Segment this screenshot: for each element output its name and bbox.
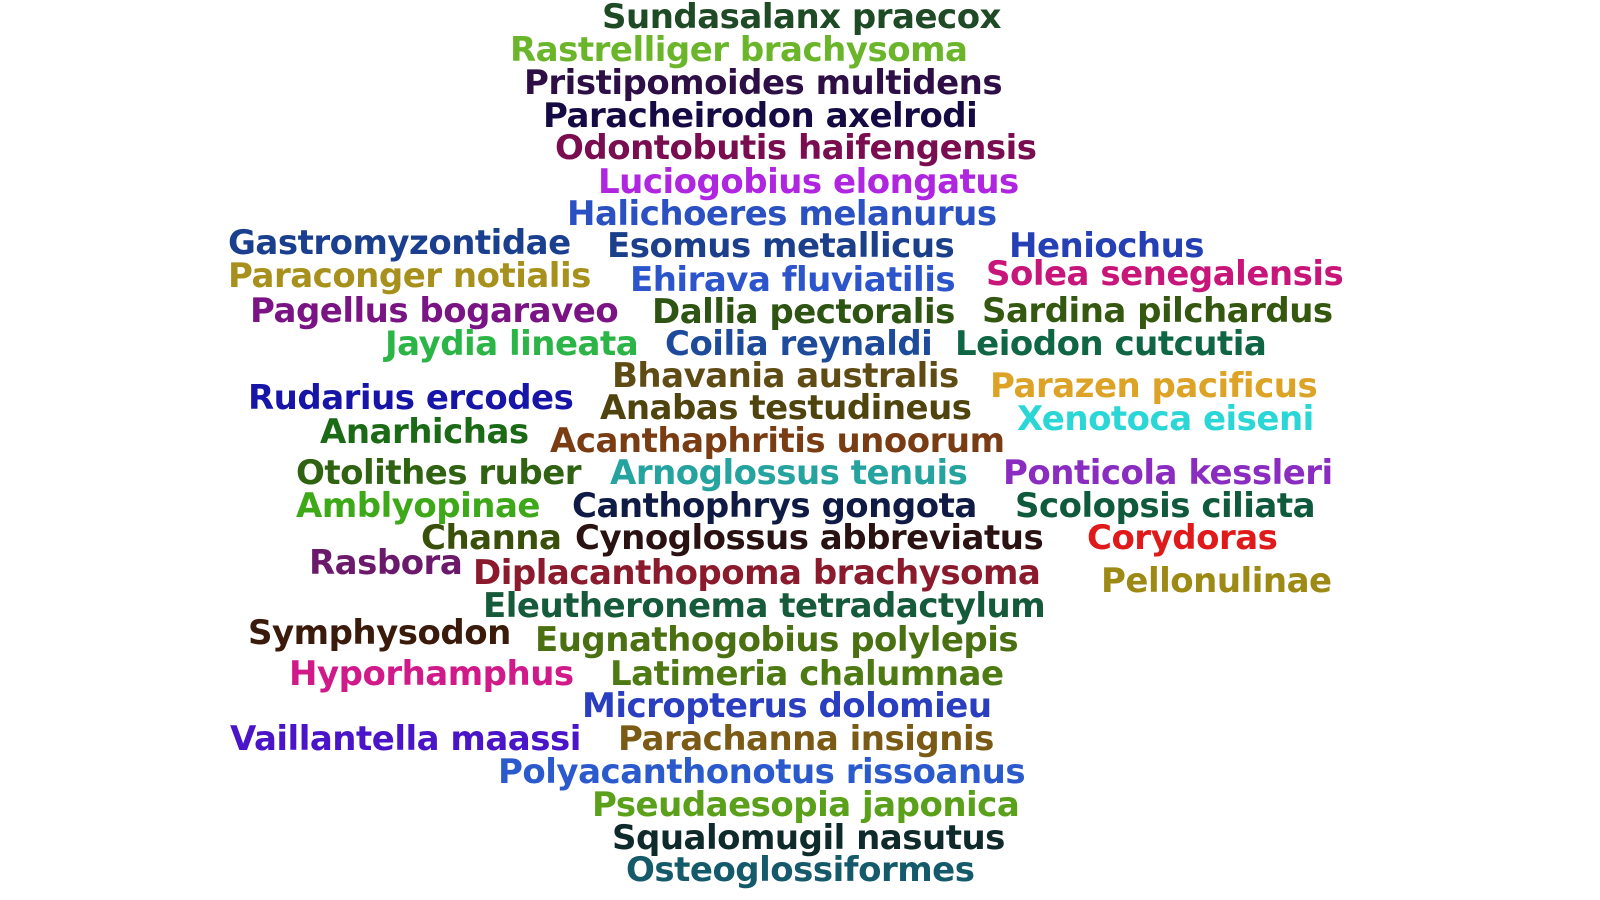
word-cloud-term: Sundasalanx praecox — [602, 0, 1001, 37]
word-cloud-term: Pagellus bogaraveo — [250, 291, 619, 331]
word-cloud-term: Rudarius ercodes — [248, 378, 574, 418]
word-cloud-term: Odontobutis haifengensis — [555, 128, 1037, 168]
word-cloud-term: Diplacanthopoma brachysoma — [473, 553, 1041, 593]
word-cloud-term: Luciogobius elongatus — [598, 162, 1019, 202]
word-cloud-term: Solea senegalensis — [986, 254, 1344, 294]
word-cloud-term: Dallia pectoralis — [652, 292, 955, 332]
word-cloud-term: Esomus metallicus — [607, 226, 955, 266]
word-cloud-term: Heniochus — [1009, 226, 1205, 266]
word-cloud-term: Paraconger notialis — [228, 256, 591, 296]
word-cloud-term: Acanthaphritis unoorum — [550, 421, 1005, 461]
word-cloud-term: Pellonulinae — [1101, 561, 1332, 601]
word-cloud-term: Anarhichas — [320, 412, 529, 452]
word-cloud-term: Osteoglossiformes — [626, 850, 975, 890]
word-cloud-term: Channa — [421, 518, 562, 558]
word-cloud-term: Scolopsis ciliata — [1015, 486, 1316, 526]
word-cloud-term: Rasbora — [309, 543, 463, 583]
word-cloud-term: Coilia reynaldi — [665, 324, 933, 364]
word-cloud-term: Eleutheronema tetradactylum — [483, 586, 1046, 626]
word-cloud-term: Pristipomoides multidens — [524, 63, 1003, 103]
word-cloud-term: Hyporhamphus — [289, 654, 574, 694]
word-cloud-term: Pseudaesopia japonica — [592, 785, 1020, 825]
word-cloud-term: Anabas testudineus — [600, 388, 972, 428]
word-cloud-term: Paracheirodon axelrodi — [543, 96, 978, 136]
word-cloud-term: Amblyopinae — [296, 486, 540, 526]
word-cloud-term: Symphysodon — [248, 613, 511, 653]
word-cloud-term: Gastromyzontidae — [228, 223, 571, 263]
word-cloud-term: Halichoeres melanurus — [567, 194, 997, 234]
word-cloud-term: Otolithes ruber — [296, 453, 582, 493]
word-cloud-term: Corydoras — [1087, 518, 1278, 558]
word-cloud-term: Canthophrys gongota — [572, 486, 977, 526]
word-cloud-term: Leiodon cutcutia — [955, 324, 1267, 364]
word-cloud-term: Rastrelliger brachysoma — [510, 30, 968, 70]
word-cloud-term: Vaillantella maassi — [230, 719, 581, 759]
word-cloud-term: Ehirava fluviatilis — [630, 260, 956, 300]
word-cloud-term: Arnoglossus tenuis — [610, 453, 968, 493]
word-cloud-term: Eugnathogobius polylepis — [535, 620, 1019, 660]
word-cloud-term: Sardina pilchardus — [982, 291, 1333, 331]
word-cloud-term: Parachanna insignis — [618, 719, 994, 759]
word-cloud-term: Latimeria chalumnae — [610, 654, 1004, 694]
word-cloud-term: Ponticola kessleri — [1003, 453, 1333, 493]
word-cloud-term: Polyacanthonotus rissoanus — [498, 752, 1026, 792]
word-cloud-term: Bhavania australis — [612, 356, 959, 396]
word-cloud-term: Micropterus dolomieu — [582, 686, 992, 726]
word-cloud-term: Cynoglossus abbreviatus — [575, 518, 1044, 558]
word-cloud-term: Xenotoca eiseni — [1017, 399, 1314, 439]
word-cloud-term: Jaydia lineata — [385, 324, 639, 364]
word-cloud-term: Parazen pacificus — [990, 366, 1318, 406]
word-cloud-term: Squalomugil nasutus — [612, 818, 1005, 858]
